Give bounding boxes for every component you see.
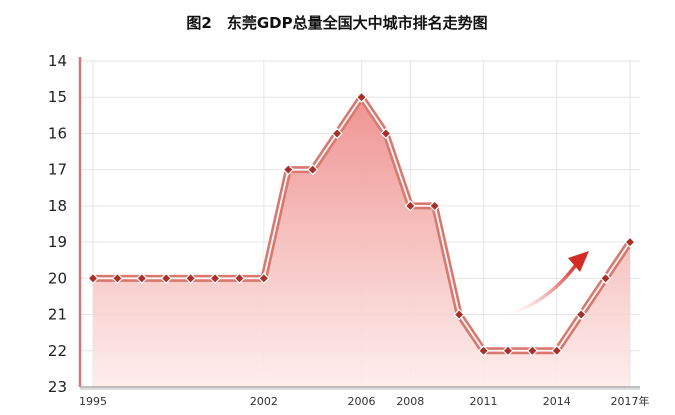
data-point-marker [111,272,124,284]
y-axis-ticks: 14 15 16 17 18 19 20 21 22 23 [48,52,67,396]
markers [87,91,636,357]
y-tick-label: 22 [48,342,67,360]
data-point-marker [624,236,636,248]
data-point-marker [429,200,441,212]
y-tick-label: 18 [48,197,67,215]
data-point-marker [160,272,172,284]
data-point-marker [331,127,343,140]
trend-arrow-shaft [500,260,580,318]
data-point-marker [233,272,246,284]
data-point-marker [355,91,368,103]
x-tick-label: 2017年 [611,394,650,408]
y-tick-label: 20 [48,269,67,287]
data-point-marker [307,164,319,176]
y-tick-label: 19 [48,233,67,251]
area-path [93,97,630,387]
data-point-marker [551,345,563,357]
chart-title: 图2 东莞GDP总量全国大中城市排名走势图 [186,14,487,32]
data-point-marker [282,164,294,176]
data-point-marker [526,345,539,357]
y-tick-label: 23 [48,378,67,396]
trend-arrow [500,251,589,318]
data-point-marker [502,345,514,357]
y-tick-label: 15 [48,88,67,106]
data-point-marker [404,200,416,212]
x-tick-label: 1995 [79,395,107,408]
y-tick-label: 21 [48,306,67,324]
data-point-marker [575,308,587,321]
y-tick-label: 14 [48,52,67,70]
x-tick-label: 2002 [250,395,278,408]
data-point-marker [258,272,270,284]
data-point-marker [380,127,392,140]
data-point-marker [209,272,221,284]
x-tick-label: 2011 [470,395,498,408]
x-tick-label: 2006 [348,395,376,408]
axes [78,57,640,390]
x-tick-label: 2014 [543,395,571,408]
x-axis-ticks: 1995 2002 2006 2008 2011 2014 2017年 [79,394,650,408]
data-point-marker [136,272,148,284]
trend-arrow-head [568,251,589,272]
data-point-marker [87,272,99,284]
data-point-marker [477,345,490,357]
area-fill [93,97,630,387]
data-point-marker [599,272,612,284]
y-tick-label: 17 [48,161,67,179]
data-point-marker [184,272,197,284]
x-tick-label: 2008 [396,395,424,408]
data-point-marker [453,308,465,321]
y-tick-label: 16 [48,124,67,142]
